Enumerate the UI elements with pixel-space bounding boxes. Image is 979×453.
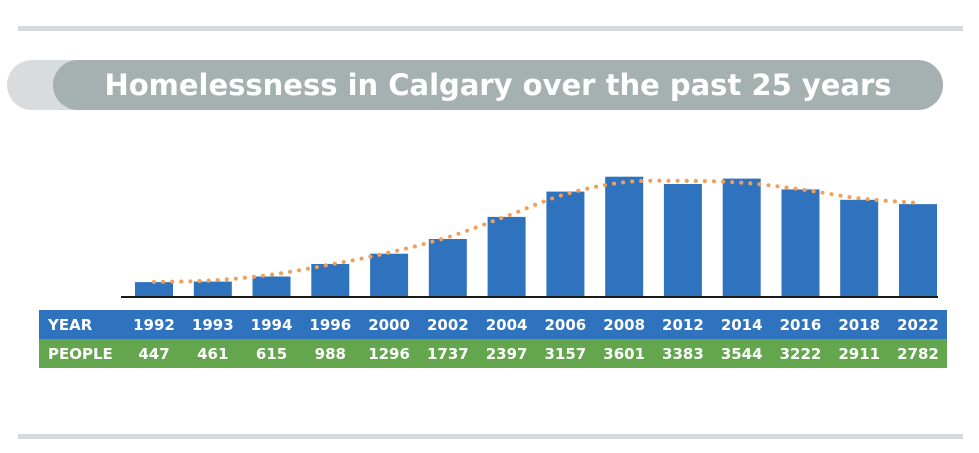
people-cell-1996: 988 (314, 344, 346, 363)
people-row: PEOPLE 447 461 615 988 1296 1737 2397 3157 3601 3… (39, 339, 947, 368)
year-cell-2012: 2012 (662, 315, 704, 334)
chart-title: Homelessness in Calgary over the past 25… (104, 68, 892, 102)
title-banner: Homelessness in Calgary over the past 25… (53, 60, 943, 110)
trendline (152, 178, 920, 284)
year-row-label: YEAR (48, 315, 93, 334)
year-cell-2002: 2002 (426, 315, 469, 334)
people-cell-2000: 1296 (368, 344, 410, 363)
people-cell-1993: 461 (197, 344, 229, 363)
bar-2014 (722, 178, 761, 297)
year-cell-1996: 1996 (309, 315, 352, 334)
bar-2002 (428, 239, 467, 297)
people-cell-2014: 3544 (720, 344, 763, 363)
bar-2006 (546, 191, 585, 297)
bar-2008 (605, 176, 644, 297)
people-cell-2006: 3157 (544, 344, 587, 363)
bar-2018 (840, 199, 879, 297)
year-cell-2022: 2022 (897, 315, 939, 334)
bar-1994 (252, 276, 291, 297)
people-row-label: PEOPLE (48, 344, 113, 363)
bar-2000 (370, 253, 409, 297)
people-cell-2008: 3601 (603, 344, 646, 363)
people-cell-2012: 3383 (662, 344, 704, 363)
trendline-group (152, 178, 920, 284)
year-cell-1994: 1994 (250, 315, 293, 334)
people-cell-2002: 1737 (426, 344, 469, 363)
bar-1996 (311, 264, 350, 297)
people-cell-2018: 2911 (838, 344, 881, 363)
bar-2016 (781, 189, 820, 297)
year-cell-2008: 2008 (603, 315, 646, 334)
people-cell-1994: 615 (255, 344, 288, 363)
bar-1992 (135, 282, 173, 297)
year-cell-2018: 2018 (838, 315, 881, 334)
bottom-divider (18, 434, 963, 439)
bar-1993 (193, 281, 232, 297)
year-cell-1993: 1993 (191, 315, 234, 334)
people-cell-1992: 447 (138, 344, 170, 363)
year-row: YEAR 1992 1993 1994 1996 2000 2002 2004 2006 200… (39, 310, 947, 339)
bar-2022 (899, 204, 937, 297)
year-cell-1992: 1992 (133, 315, 175, 334)
bar-2012 (663, 184, 702, 297)
people-cell-2016: 3222 (779, 344, 822, 363)
year-cell-2014: 2014 (720, 315, 763, 334)
year-cell-2006: 2006 (544, 315, 587, 334)
year-cell-2000: 2000 (368, 315, 410, 334)
top-divider (18, 26, 963, 31)
year-cell-2016: 2016 (779, 315, 822, 334)
bars-group (135, 176, 937, 297)
year-cell-2004: 2004 (485, 315, 528, 334)
people-cell-2004: 2397 (485, 344, 528, 363)
bar-2004 (487, 216, 526, 297)
people-cell-2022: 2782 (897, 344, 939, 363)
